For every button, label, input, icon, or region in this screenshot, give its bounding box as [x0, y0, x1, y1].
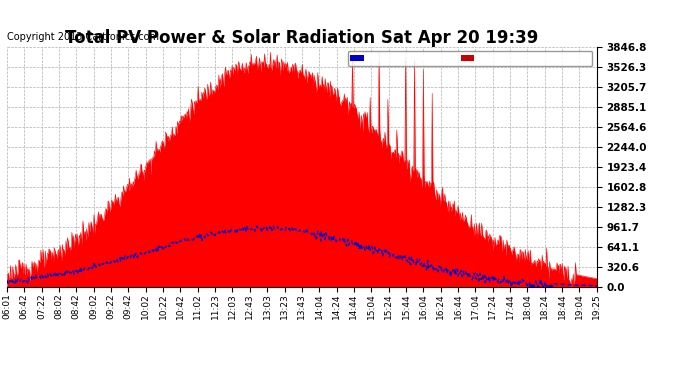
Text: Copyright 2013 Cartronics.com: Copyright 2013 Cartronics.com: [7, 32, 159, 42]
Title: Total PV Power & Solar Radiation Sat Apr 20 19:39: Total PV Power & Solar Radiation Sat Apr…: [65, 29, 539, 47]
Legend: Radiation  (w/m2), PV Panels  (DC Watts): Radiation (w/m2), PV Panels (DC Watts): [348, 51, 592, 66]
